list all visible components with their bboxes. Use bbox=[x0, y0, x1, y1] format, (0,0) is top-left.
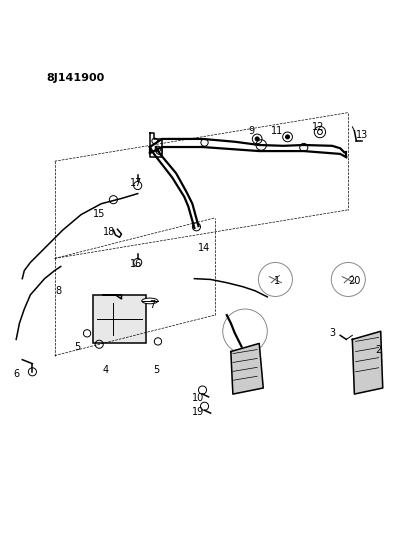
Text: 9: 9 bbox=[248, 126, 254, 136]
Text: 4: 4 bbox=[102, 365, 109, 375]
Text: 19: 19 bbox=[192, 407, 205, 417]
Text: 8J141900: 8J141900 bbox=[47, 73, 105, 83]
Text: 18: 18 bbox=[103, 227, 115, 237]
Text: 5: 5 bbox=[74, 343, 80, 352]
Text: 20: 20 bbox=[348, 276, 360, 286]
Text: 5: 5 bbox=[153, 365, 159, 375]
FancyBboxPatch shape bbox=[93, 295, 146, 343]
Ellipse shape bbox=[142, 298, 158, 304]
Circle shape bbox=[286, 135, 290, 139]
Text: 6: 6 bbox=[13, 369, 19, 379]
Text: 3: 3 bbox=[329, 328, 335, 338]
Text: 12: 12 bbox=[312, 122, 324, 132]
Text: 16: 16 bbox=[130, 260, 142, 270]
Polygon shape bbox=[231, 343, 263, 394]
Text: 11: 11 bbox=[271, 126, 284, 136]
Text: 13: 13 bbox=[356, 130, 369, 140]
Circle shape bbox=[255, 137, 259, 141]
Text: 1: 1 bbox=[274, 276, 281, 286]
Polygon shape bbox=[352, 332, 383, 394]
Text: 2: 2 bbox=[375, 344, 382, 354]
Text: 17: 17 bbox=[130, 179, 142, 189]
Text: 10: 10 bbox=[192, 393, 205, 403]
Text: 7: 7 bbox=[149, 300, 155, 310]
Text: 14: 14 bbox=[198, 243, 211, 253]
Text: 15: 15 bbox=[93, 209, 105, 219]
Text: 8: 8 bbox=[55, 286, 62, 296]
